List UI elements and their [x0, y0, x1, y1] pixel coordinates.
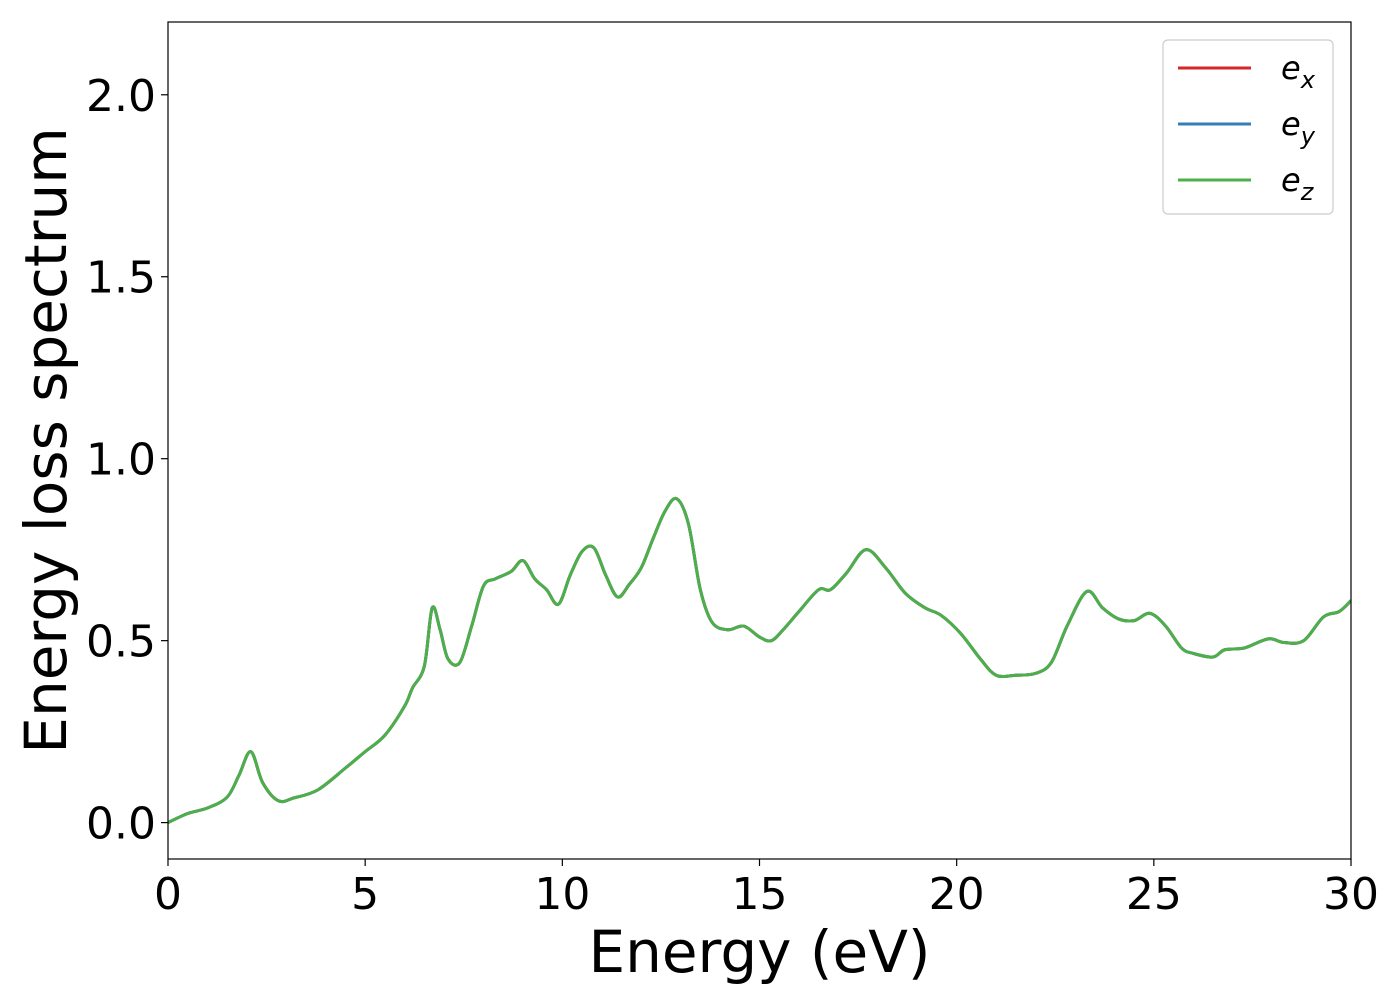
y-tick-label: 0.5 — [86, 617, 156, 668]
x-axis-ticks: 0 5 10 15 20 25 30 — [154, 859, 1379, 920]
x-tick-label: 30 — [1323, 869, 1379, 920]
legend: ex ey ez — [1162, 39, 1334, 215]
y-tick-label: 0.0 — [86, 799, 156, 850]
x-tick-label: 0 — [154, 869, 182, 920]
y-tick-label: 2.0 — [86, 71, 156, 122]
y-axis-title: Energy loss spectrum — [12, 127, 80, 753]
y-axis-ticks: 0.0 0.5 1.0 1.5 2.0 — [86, 71, 168, 850]
legend-box — [1162, 39, 1334, 215]
series-layer — [168, 496, 1351, 824]
x-tick-label: 15 — [732, 869, 788, 920]
x-tick-label: 25 — [1126, 869, 1182, 920]
series-line-ez — [168, 496, 1351, 824]
x-axis-title: Energy (eV) — [588, 918, 930, 986]
x-tick-label: 10 — [534, 869, 590, 920]
legend-label: ey — [1281, 105, 1316, 150]
legend-label: ez — [1281, 161, 1315, 206]
legend-label: ex — [1281, 49, 1316, 94]
x-tick-label: 5 — [351, 869, 379, 920]
y-tick-label: 1.5 — [86, 253, 156, 304]
y-tick-label: 1.0 — [86, 435, 156, 486]
x-tick-label: 20 — [929, 869, 985, 920]
